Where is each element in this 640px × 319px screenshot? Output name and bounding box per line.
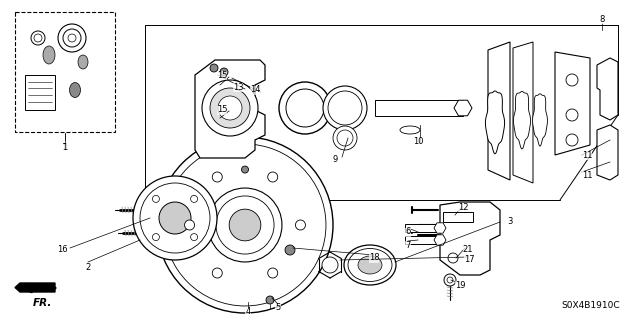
Polygon shape	[434, 223, 446, 233]
Circle shape	[285, 245, 295, 255]
Text: 1: 1	[62, 143, 68, 152]
Text: 21: 21	[463, 246, 473, 255]
Text: 11: 11	[582, 170, 592, 180]
Polygon shape	[555, 52, 590, 155]
Text: 10: 10	[413, 137, 423, 146]
Circle shape	[566, 74, 578, 86]
Circle shape	[296, 220, 305, 230]
Circle shape	[241, 166, 248, 173]
Polygon shape	[434, 235, 446, 245]
Ellipse shape	[344, 245, 396, 285]
Text: 13: 13	[233, 83, 243, 92]
Circle shape	[159, 202, 191, 234]
Circle shape	[68, 34, 76, 42]
Circle shape	[322, 257, 338, 273]
Polygon shape	[597, 125, 618, 180]
Bar	[15, 12, 115, 132]
Text: 15: 15	[217, 70, 227, 79]
Polygon shape	[488, 42, 510, 180]
Circle shape	[152, 196, 159, 203]
Circle shape	[31, 31, 45, 45]
Bar	[443, 212, 473, 222]
Ellipse shape	[400, 126, 420, 134]
Circle shape	[323, 86, 367, 130]
Circle shape	[229, 209, 261, 241]
Circle shape	[333, 126, 357, 150]
Text: 16: 16	[57, 246, 67, 255]
Polygon shape	[440, 202, 500, 275]
Circle shape	[448, 253, 458, 263]
Polygon shape	[15, 283, 55, 292]
Ellipse shape	[70, 83, 81, 98]
Circle shape	[210, 64, 218, 72]
Text: 7: 7	[405, 241, 411, 249]
Bar	[405, 224, 440, 232]
Circle shape	[140, 183, 210, 253]
Text: 4: 4	[245, 308, 251, 316]
Ellipse shape	[78, 55, 88, 69]
Circle shape	[63, 29, 81, 47]
Circle shape	[34, 34, 42, 42]
Ellipse shape	[358, 256, 382, 274]
Ellipse shape	[348, 249, 392, 281]
Circle shape	[210, 88, 250, 128]
Circle shape	[268, 268, 278, 278]
Text: 9: 9	[332, 155, 338, 165]
Text: 12: 12	[458, 203, 468, 211]
Circle shape	[202, 80, 258, 136]
Circle shape	[152, 234, 159, 241]
Text: 18: 18	[369, 254, 380, 263]
Text: 15: 15	[217, 106, 227, 115]
Bar	[375, 100, 463, 116]
Circle shape	[220, 68, 228, 76]
Polygon shape	[454, 100, 472, 116]
Circle shape	[447, 277, 453, 283]
Circle shape	[444, 274, 456, 286]
Circle shape	[566, 134, 578, 146]
Text: 6: 6	[405, 227, 411, 236]
Circle shape	[164, 144, 326, 306]
Polygon shape	[513, 91, 531, 149]
Circle shape	[266, 296, 274, 304]
Circle shape	[218, 96, 242, 120]
Circle shape	[184, 220, 195, 230]
Circle shape	[212, 172, 222, 182]
Text: 2: 2	[85, 263, 91, 272]
Circle shape	[566, 109, 578, 121]
Circle shape	[279, 82, 331, 134]
Text: 3: 3	[508, 218, 513, 226]
Polygon shape	[513, 42, 533, 183]
Ellipse shape	[43, 46, 55, 64]
Circle shape	[268, 172, 278, 182]
Polygon shape	[25, 75, 55, 110]
Polygon shape	[597, 58, 618, 120]
Circle shape	[157, 137, 333, 313]
Polygon shape	[532, 94, 547, 146]
Polygon shape	[195, 60, 265, 158]
Circle shape	[191, 196, 198, 203]
Polygon shape	[485, 91, 504, 154]
Circle shape	[58, 24, 86, 52]
Text: 17: 17	[464, 256, 474, 264]
Text: S0X4B1910C: S0X4B1910C	[561, 301, 620, 310]
Text: 14: 14	[250, 85, 260, 94]
Circle shape	[328, 91, 362, 125]
Circle shape	[191, 234, 198, 241]
Circle shape	[216, 196, 274, 254]
Text: 8: 8	[599, 14, 605, 24]
Text: 11: 11	[582, 151, 592, 160]
Circle shape	[286, 89, 324, 127]
Circle shape	[212, 268, 222, 278]
Text: 5: 5	[275, 303, 280, 313]
Circle shape	[133, 176, 217, 260]
Text: 19: 19	[455, 280, 465, 290]
Circle shape	[337, 130, 353, 146]
Bar	[405, 236, 440, 244]
Text: FR.: FR.	[32, 298, 52, 308]
Text: 1: 1	[62, 144, 68, 152]
Circle shape	[208, 188, 282, 262]
